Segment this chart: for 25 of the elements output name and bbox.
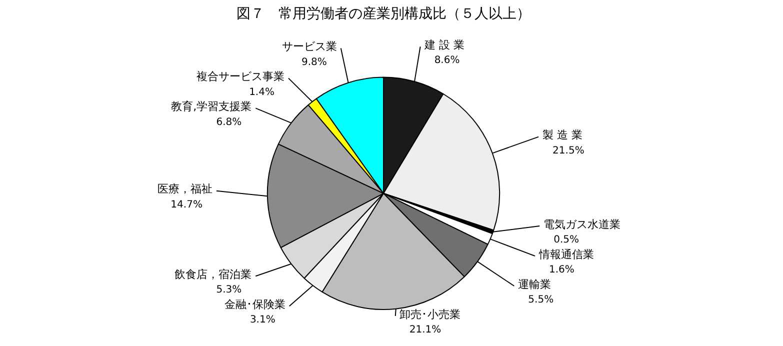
slice-label: 医療，福祉 (157, 182, 212, 196)
slice-label: 教育,学習支援業 (171, 100, 252, 114)
slice-label: 製 造 業 (542, 128, 583, 142)
data-label: 0.5% (554, 234, 579, 246)
data-label: 5.5% (528, 294, 554, 306)
data-label: 6.8% (216, 116, 242, 128)
slice-label: 建 設 業 (423, 38, 464, 52)
slice-label: 飲食店，宿泊業 (174, 268, 252, 281)
slice-label: 金融･保険業 (224, 298, 286, 311)
data-label: 1.6% (548, 264, 574, 276)
chart-title: 図７ 常用労働者の産業別構成比（５人以上） (236, 6, 530, 22)
slice-label: 運輸業 (518, 278, 552, 291)
slice-label: 卸売･小売業 (399, 308, 460, 321)
data-label: 5.3% (216, 284, 242, 296)
data-label: 21.5% (552, 145, 584, 156)
slice-label: 情報通信業 (538, 248, 594, 261)
slice-label: 複合サービス事業 (196, 70, 284, 84)
data-label: 3.1% (250, 314, 276, 326)
data-label: 8.6% (434, 55, 460, 66)
data-label: 14.7% (170, 199, 202, 210)
data-label: 9.8% (301, 56, 327, 68)
data-label: 1.4% (249, 86, 274, 98)
slice-label: 電気ガス水道業 (544, 218, 621, 231)
slice-label: サービス業 (282, 40, 337, 54)
data-label: 21.1% (409, 324, 442, 336)
